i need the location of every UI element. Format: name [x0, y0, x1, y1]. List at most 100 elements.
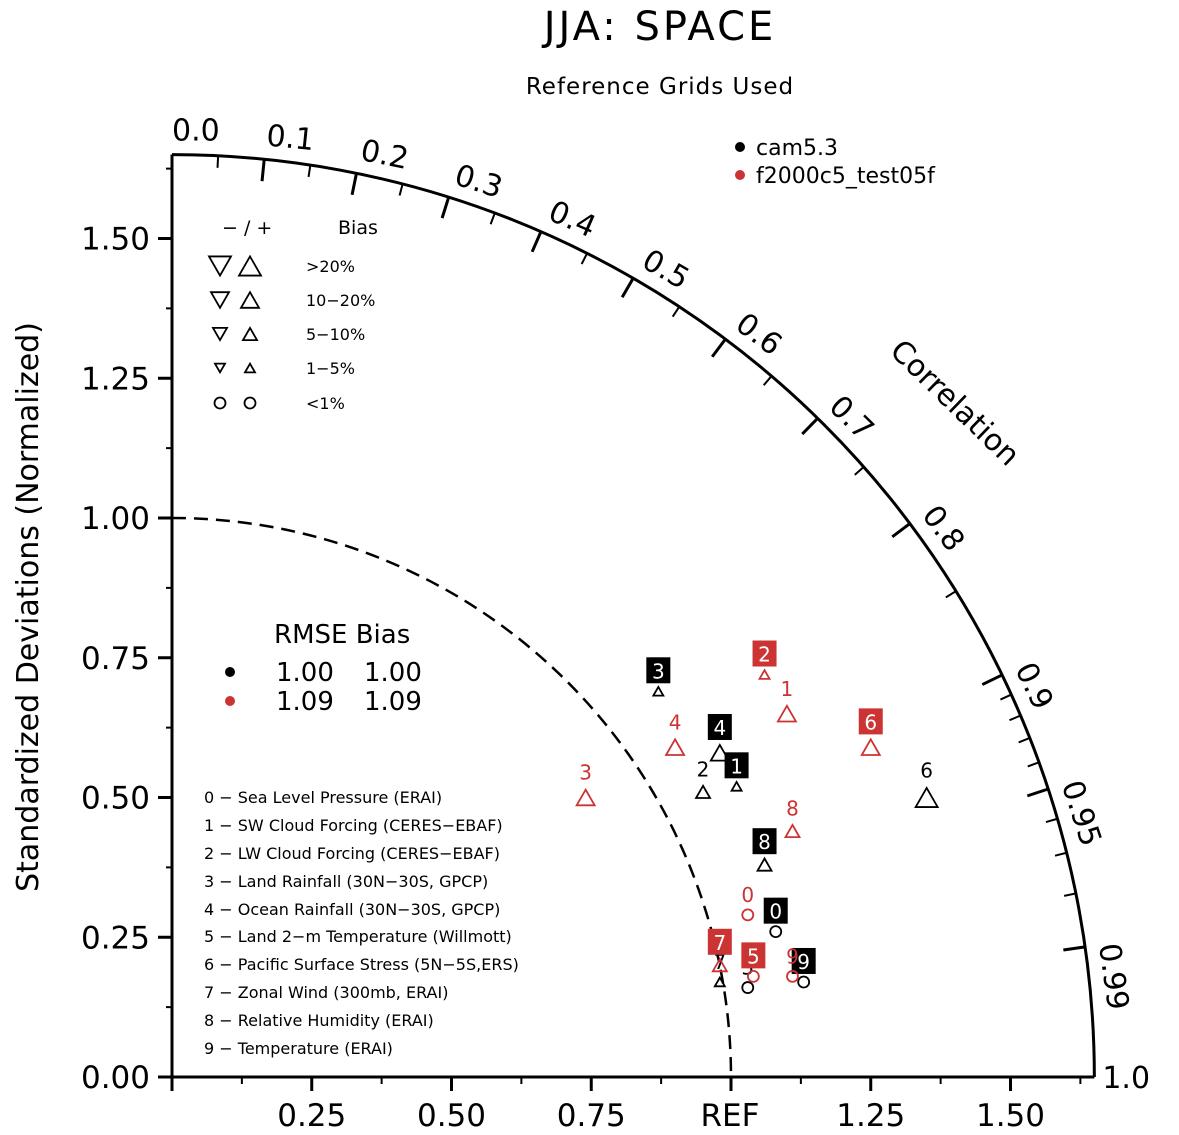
- data-point: 2: [752, 640, 777, 680]
- bias-plus-triangle-icon: [239, 290, 261, 309]
- x-tick-label: 1.50: [976, 1098, 1045, 1134]
- bias-row-label: 10−20%: [306, 291, 375, 310]
- point-label: 8: [786, 797, 799, 821]
- point-marker: [755, 856, 774, 872]
- corr-minor-tick: [1009, 714, 1021, 722]
- y-tick-label: 1.50: [81, 222, 150, 258]
- corr-major-tick: [981, 673, 1003, 686]
- point-label: 7: [713, 950, 726, 974]
- variable-item: 9 − Temperature (ERAI): [204, 1039, 393, 1058]
- point-label: 9: [786, 944, 799, 968]
- point-marker: [914, 786, 940, 808]
- ref-label: REF: [701, 1098, 760, 1134]
- x-tick-label: 0.50: [417, 1098, 486, 1134]
- rmse-value: 1.00: [276, 658, 334, 688]
- corr-minor-tick: [489, 212, 496, 225]
- bias-plus-triangle-icon: [243, 361, 257, 374]
- variable-item: 7 − Zonal Wind (300mb, ERAI): [204, 983, 448, 1002]
- variable-item: 1 − SW Cloud Forcing (CERES−EBAF): [204, 816, 503, 835]
- point-label: 6: [920, 758, 933, 782]
- point-marker: [741, 908, 755, 922]
- point-marker: [860, 737, 882, 756]
- corr-minor-tick: [1045, 817, 1058, 824]
- corr-major-tick: [530, 231, 543, 253]
- point-label: 4: [669, 710, 682, 734]
- corr-minor-tick: [1018, 737, 1031, 744]
- data-point: 6: [914, 758, 940, 808]
- y-tick-label: 1.25: [81, 361, 150, 397]
- corr-major-tick: [1026, 787, 1049, 798]
- point-marker: [711, 957, 729, 973]
- point-marker: [709, 743, 731, 762]
- corr-minor-tick: [307, 164, 312, 178]
- point-marker: [783, 823, 802, 839]
- x-tick-label: 0.25: [277, 1098, 346, 1134]
- bias-minus-triangle-icon: [207, 255, 233, 278]
- point-marker: [575, 787, 597, 807]
- data-point: 0: [741, 883, 755, 922]
- outer-arc: [171, 153, 1096, 1078]
- corr-tick-label: 0.7: [822, 389, 881, 447]
- corr-major-tick: [891, 522, 911, 538]
- variable-item: 5 − Land 2−m Temperature (Willmott): [204, 927, 512, 946]
- rmse-bias-header: RMSE Bias: [274, 620, 410, 650]
- y-axis-label: Standardized Deviations (Normalized): [11, 322, 46, 892]
- y-tick-label: 0.25: [81, 920, 150, 956]
- data-point: 3: [575, 761, 597, 807]
- bias-minus-triangle-icon: [209, 291, 231, 310]
- point-label: 1: [781, 677, 794, 701]
- corr-tick-label: 0.3: [451, 158, 507, 206]
- data-point: 7: [713, 950, 727, 988]
- corr-tick-label: 0.0: [172, 114, 220, 149]
- corr-tick-label: 0.99: [1091, 941, 1135, 1012]
- point-label: 7: [713, 931, 726, 955]
- corr-tick-label: 0.1: [265, 118, 316, 158]
- variable-item: 3 − Land Rainfall (30N−30S, GPCP): [204, 872, 488, 891]
- point-marker: [741, 981, 755, 994]
- legend-label-cam5-3: cam5.3: [756, 136, 838, 161]
- data-point: 4: [707, 713, 732, 762]
- point-label: 0: [769, 900, 782, 924]
- bias-minus-circle-icon: [213, 396, 227, 410]
- bias-row-label: 1−5%: [306, 359, 355, 378]
- variable-item: 4 − Ocean Rainfall (30N−30S, GPCP): [204, 900, 500, 919]
- data-point: 7: [707, 928, 732, 973]
- corr-minor-tick: [398, 183, 404, 196]
- corr-minor-tick: [671, 306, 681, 318]
- rmse-dot-cam5-3: [225, 667, 235, 677]
- point-label: 9: [797, 950, 810, 974]
- point-marker: [769, 925, 783, 939]
- corr-major-tick: [440, 196, 451, 219]
- point-label: 0: [741, 883, 754, 907]
- rmse-dot-f2000c5: [225, 696, 235, 706]
- axes: [158, 153, 1096, 1091]
- corr-major-tick: [260, 159, 266, 182]
- rmse-bias-legend: RMSE Bias 1.00 1.00 1.09 1.09: [225, 620, 422, 717]
- x-tick-labels: 0.25 0.50 0.75 1.25 1.50: [277, 1098, 1045, 1134]
- corr-major-tick: [350, 172, 358, 196]
- bias-plus-triangle-icon: [237, 254, 263, 277]
- reference-arc: [171, 516, 733, 1078]
- data-point: 1: [776, 677, 798, 723]
- data-point: 8: [783, 797, 802, 839]
- point-label-box: [646, 657, 671, 684]
- point-label: 2: [697, 758, 710, 782]
- rmse-value: 1.09: [276, 687, 334, 717]
- point-label: 5: [747, 944, 760, 968]
- corr-minor-tick: [1054, 851, 1067, 857]
- bias-legend-title: Bias: [338, 217, 378, 239]
- corr-major-tick: [801, 417, 819, 436]
- point-label-box: [752, 828, 777, 855]
- variable-item: 8 − Relative Humidity (ERAI): [204, 1011, 434, 1030]
- legend-dot-f2000c5: [735, 170, 745, 180]
- point-marker: [664, 737, 686, 756]
- data-point: 3: [646, 657, 671, 697]
- corr-minor-tick: [945, 590, 957, 599]
- chart-subtitle: Reference Grids Used: [526, 74, 794, 100]
- y-tick-label: 1.00: [81, 501, 150, 537]
- variable-item: 6 − Pacific Surface Stress (5N−5S,ERS): [204, 955, 519, 974]
- bias-row-label: 5−10%: [306, 325, 365, 344]
- bias-plus-circle-icon: [243, 396, 257, 410]
- variable-item: 0 − Sea Level Pressure (ERAI): [204, 788, 442, 807]
